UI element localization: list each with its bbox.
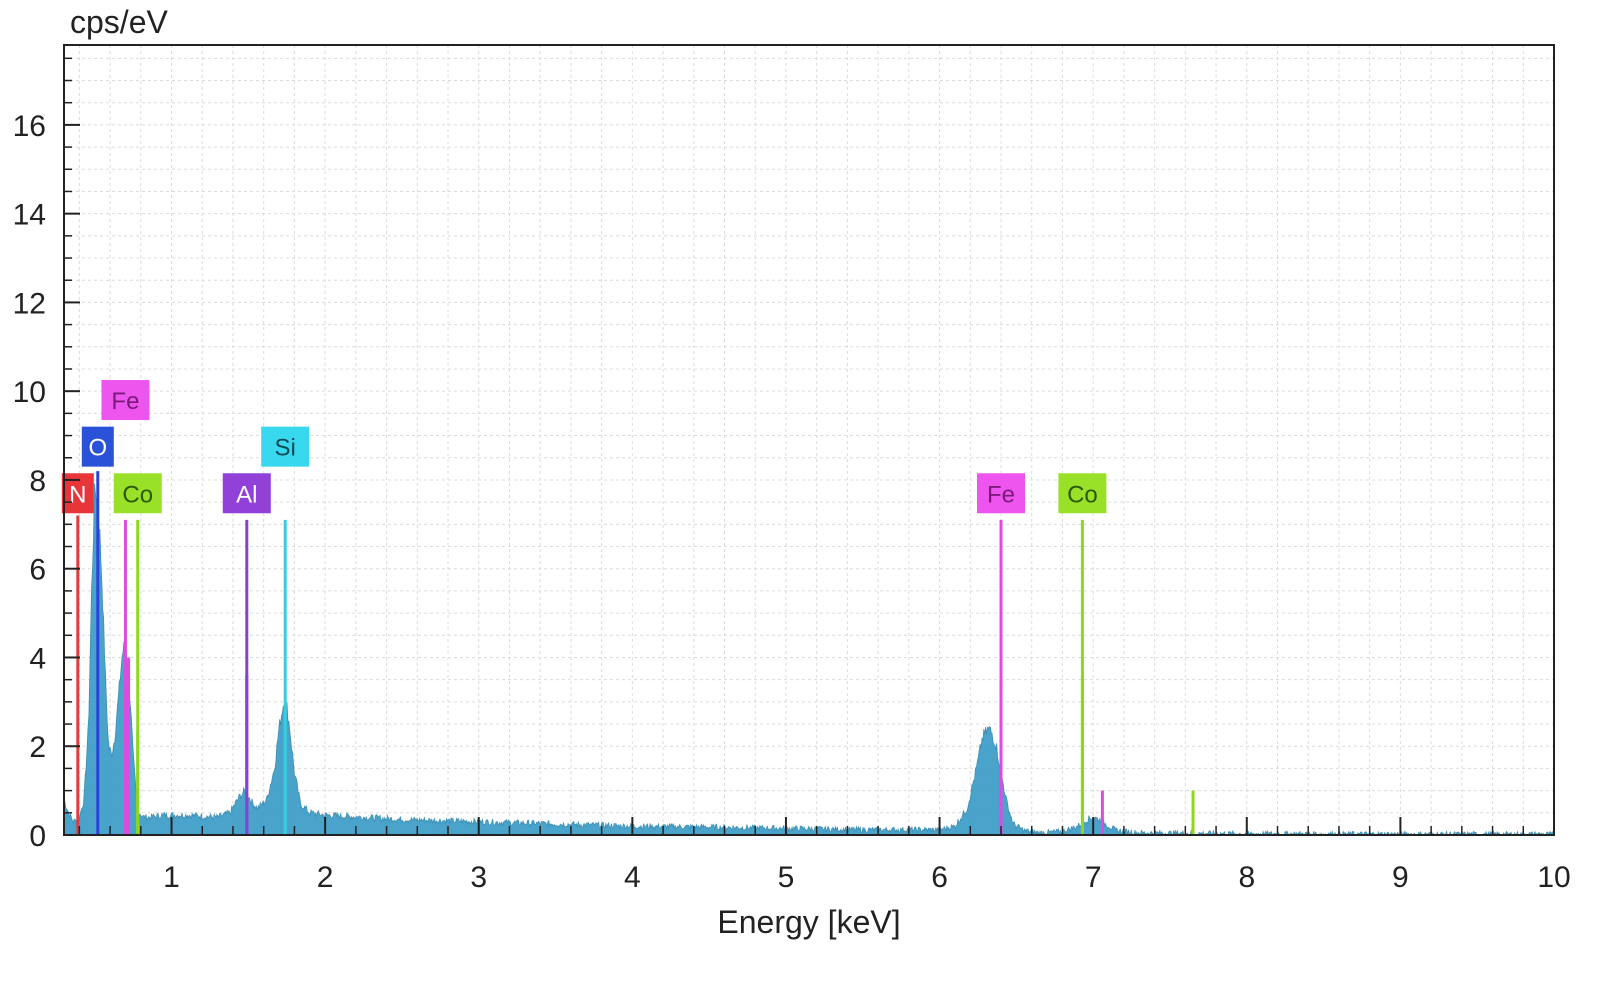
y-tick-label: 8 <box>29 465 46 498</box>
y-tick-label: 4 <box>29 642 46 675</box>
spectrum-area <box>63 483 1555 837</box>
x-tick-label: 6 <box>931 861 948 894</box>
peak-label-co: Co <box>1067 481 1098 508</box>
x-tick-label: 10 <box>1537 861 1570 894</box>
peak-label-box-o <box>81 426 114 467</box>
x-tick-label: 2 <box>317 861 334 894</box>
y-tick-label: 16 <box>13 110 46 143</box>
y-tick-label: 10 <box>13 376 46 409</box>
y-tick-label: 6 <box>29 554 46 587</box>
x-tick-label: 9 <box>1392 861 1409 894</box>
y-axis-title: cps/eV <box>70 4 168 40</box>
peak-label-box-fe <box>101 380 150 421</box>
y-tick-label: 2 <box>29 731 46 764</box>
x-tick-label: 3 <box>470 861 487 894</box>
x-tick-label: 8 <box>1238 861 1255 894</box>
peak-label-co: Co <box>122 481 153 508</box>
x-tick-label: 4 <box>624 861 641 894</box>
peak-label-si: Si <box>275 435 296 462</box>
peak-label-box-co <box>1058 473 1107 514</box>
y-tick-label: 12 <box>13 287 46 320</box>
plot-background <box>64 45 1554 835</box>
peak-label-box-al <box>222 473 271 514</box>
spectrum-layer <box>63 483 1555 837</box>
y-tick-label: 14 <box>13 199 46 232</box>
y-tick-label: 0 <box>29 820 46 853</box>
x-axis-title: Energy [keV] <box>717 904 900 940</box>
plot-frame <box>63 44 1555 836</box>
peak-label-fe: Fe <box>987 481 1015 508</box>
peak-label-fe: Fe <box>111 388 139 415</box>
peak-label-box-co <box>113 473 162 514</box>
x-tick-label: 5 <box>778 861 795 894</box>
peak-label-al: Al <box>236 481 257 508</box>
peak-lines-layer <box>76 471 1195 835</box>
peak-label-o: O <box>88 435 107 462</box>
peak-label-n: N <box>69 481 86 508</box>
grid <box>64 45 1555 835</box>
x-tick-label: 7 <box>1085 861 1102 894</box>
peak-label-box-si <box>261 426 310 467</box>
peak-label-box-fe <box>977 473 1026 514</box>
x-tick-label: 1 <box>163 861 180 894</box>
